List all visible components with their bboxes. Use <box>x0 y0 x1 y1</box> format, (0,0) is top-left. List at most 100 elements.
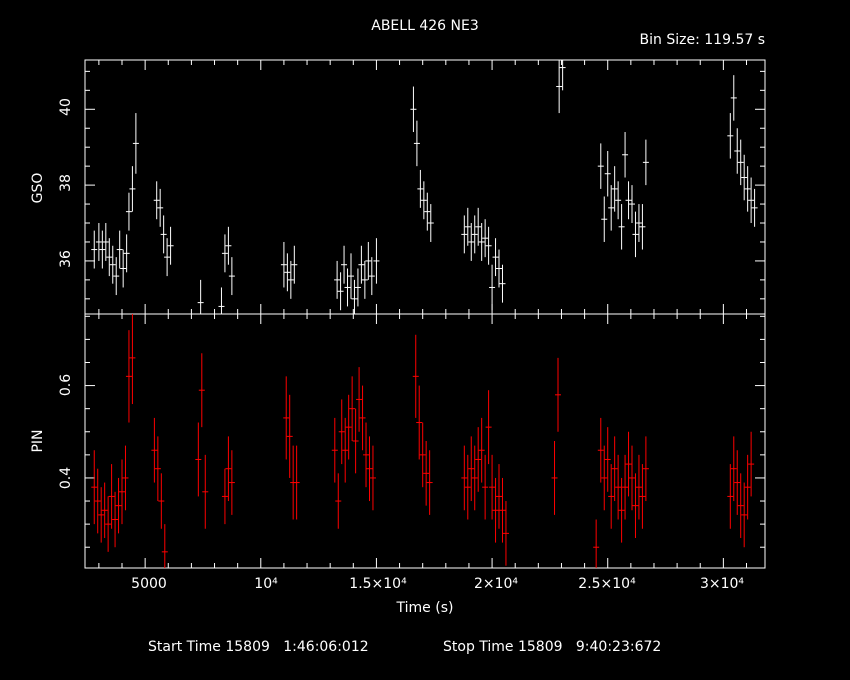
gso-data-point <box>427 204 434 242</box>
pin-data-point <box>161 524 168 568</box>
pin-data-point <box>748 431 755 497</box>
pin-data-point <box>611 436 618 502</box>
x-tick-label: 10⁴ <box>254 576 278 592</box>
gso-data-point <box>417 169 424 208</box>
gso-data-point <box>464 207 471 246</box>
gso-y-tick-label: 36 <box>58 250 74 268</box>
pin-data-point <box>622 454 629 520</box>
gso-data-point <box>556 60 563 114</box>
gso-data-point <box>164 238 171 277</box>
x-axis-label: Time (s) <box>396 600 454 616</box>
pin-data-point <box>464 454 471 520</box>
gso-data-point <box>280 241 287 288</box>
pin-data-point <box>461 445 468 511</box>
pin-data-point <box>94 468 101 534</box>
pin-data-point <box>642 436 649 502</box>
pin-data-point <box>122 445 129 511</box>
gso-data-point <box>358 245 365 284</box>
gso-data-point <box>287 260 294 299</box>
gso-data-point <box>221 234 228 273</box>
gso-data-point <box>475 207 482 246</box>
gso-data-point <box>496 249 503 288</box>
pin-data-point <box>119 459 126 525</box>
gso-data-point <box>492 238 499 277</box>
gso-data-point <box>368 257 375 296</box>
gso-data-point <box>113 257 120 296</box>
gso-data-point <box>132 113 139 174</box>
pin-data-point <box>419 422 426 488</box>
pin-data-point <box>195 422 202 497</box>
gso-data-point <box>737 139 744 186</box>
gso-data-point <box>461 215 468 254</box>
gso-y-tick-label: 40 <box>58 98 74 116</box>
gso-data-point <box>597 143 604 189</box>
pin-data-point <box>730 436 737 502</box>
pin-data-point <box>228 450 235 515</box>
gso-data-point <box>157 188 164 227</box>
pin-data-point <box>741 482 748 548</box>
gso-data-point <box>284 253 291 292</box>
pin-data-point <box>101 482 108 538</box>
pin-data-point <box>426 450 433 515</box>
gso-data-point <box>344 268 351 307</box>
gso-data-point <box>125 192 132 231</box>
gso-data-point <box>167 226 174 265</box>
pin-data-point <box>471 445 478 511</box>
chart-title: ABELL 426 NE3 <box>371 18 478 34</box>
pin-data-point <box>98 487 105 543</box>
gso-y-tick-label: 38 <box>58 174 74 192</box>
pin-series <box>91 314 755 568</box>
pin-data-point <box>502 501 509 566</box>
pin-data-point <box>489 454 496 520</box>
gso-data-point <box>337 272 344 311</box>
pin-data-point <box>639 464 646 529</box>
gso-data-point <box>420 181 427 220</box>
pin-y-tick-label: 0.6 <box>58 374 74 396</box>
pin-data-point <box>551 441 558 515</box>
x-tick-label: 5000 <box>131 576 167 592</box>
gso-data-point <box>622 132 629 178</box>
pin-data-point <box>601 445 608 511</box>
pin-data-point <box>608 464 615 529</box>
pin-data-point <box>604 427 611 492</box>
gso-data-point <box>123 234 130 273</box>
gso-data-point <box>611 166 618 212</box>
pin-data-point <box>293 445 300 520</box>
pin-data-point <box>115 477 122 534</box>
pin-data-point <box>629 445 636 511</box>
gso-series <box>91 60 758 314</box>
gso-panel-frame <box>84 59 766 315</box>
pin-data-point <box>108 464 115 529</box>
start-time-label: Start Time 15809 1:46:06:012 <box>148 639 369 655</box>
gso-data-point <box>468 223 475 261</box>
gso-data-point <box>347 253 354 299</box>
pin-data-point <box>338 399 345 465</box>
gso-data-point <box>639 204 646 250</box>
pin-data-point <box>359 385 366 451</box>
x-tick-label: 3×10⁴ <box>700 576 744 592</box>
gso-data-point <box>95 223 102 261</box>
pin-data-point <box>485 390 492 465</box>
pin-data-point <box>198 353 205 428</box>
gso-data-point <box>341 245 348 284</box>
pin-axis-ticks <box>85 314 765 568</box>
pin-data-point <box>412 334 419 418</box>
pin-data-point <box>342 417 349 483</box>
gso-data-point <box>559 60 566 91</box>
pin-data-point <box>225 436 232 502</box>
pin-data-point <box>737 473 744 538</box>
pin-data-point <box>482 454 489 520</box>
pin-data-point <box>499 477 506 543</box>
pin-data-point <box>349 376 356 441</box>
gso-y-axis-label: GSO <box>30 173 46 204</box>
gso-data-point <box>730 75 737 121</box>
gso-data-point <box>373 238 380 284</box>
pin-data-point <box>632 473 639 538</box>
pin-y-tick-label: 0.4 <box>58 467 74 489</box>
gso-data-point <box>424 192 431 231</box>
gso-data-point <box>482 219 489 258</box>
gso-data-point <box>354 268 361 307</box>
pin-data-point <box>112 491 119 548</box>
stop-time-label: Stop Time 15809 9:40:23:672 <box>443 639 661 655</box>
